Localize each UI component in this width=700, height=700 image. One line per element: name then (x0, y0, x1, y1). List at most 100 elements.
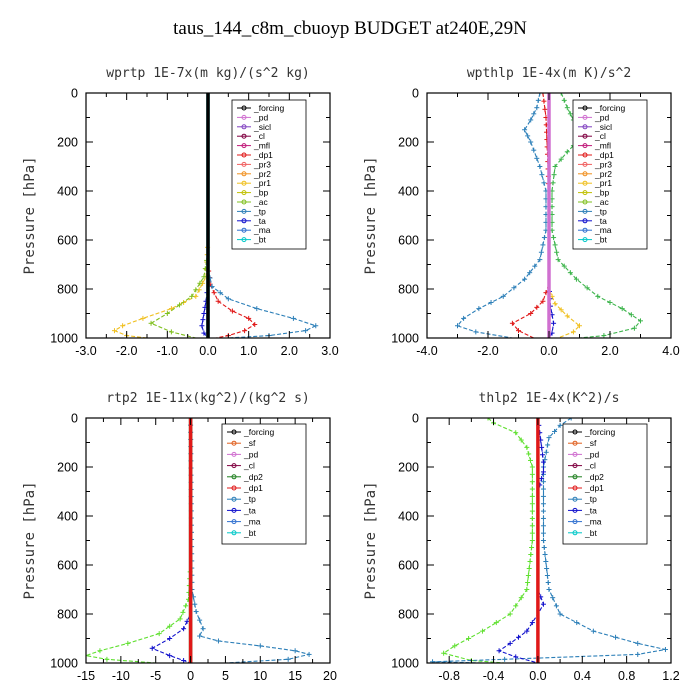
legend-entry: _pr2 (594, 169, 612, 179)
legend-marker (241, 105, 247, 111)
y-tick-label: 400 (57, 510, 78, 524)
legend-marker (582, 190, 588, 196)
page-title: taus_144_c8m_cbuoyp BUDGET at240E,29N (173, 18, 527, 39)
legend-entry: _mfl (594, 141, 611, 151)
x-tick-label: -15 (77, 669, 95, 683)
x-tick-label: 2.0 (281, 344, 298, 358)
legend-entry: _pd (253, 112, 268, 122)
legend-entry: _forcing (253, 103, 285, 113)
legend-entry: _tp (243, 494, 256, 504)
legend-marker (582, 161, 588, 167)
series-group (430, 418, 668, 663)
series-markers (207, 275, 319, 338)
legend-entry: _ta (584, 505, 597, 515)
legend-entry: _sf (584, 438, 597, 448)
series-markers (148, 257, 210, 335)
legend-entry: _forcing (584, 427, 616, 437)
legend-marker (231, 485, 237, 491)
x-tick-label: 5 (222, 669, 229, 683)
x-tick-label: 0.8 (618, 669, 635, 683)
y-tick-label: 0 (71, 412, 78, 426)
legend-entry: _dp1 (253, 150, 273, 160)
panel-title: thlp2 1E-4x(K^2)/s (479, 391, 620, 406)
legend-marker (231, 496, 237, 502)
legend-box (221, 423, 307, 545)
y-tick-label: 200 (57, 136, 78, 150)
x-tick-label: -3.0 (75, 344, 97, 358)
legend-entry: _ta (594, 216, 607, 226)
legend-entry: _ma (253, 225, 271, 235)
legend-entry: _pd (594, 112, 609, 122)
legend-entry: _bt (243, 528, 256, 538)
legend-entry: _tp (594, 206, 607, 216)
y-tick-label: 1000 (391, 332, 419, 346)
x-tick-label: 0.0 (529, 669, 546, 683)
series-markers (455, 93, 549, 335)
series-markers (441, 418, 535, 663)
legend-entry: _dp1 (594, 150, 614, 160)
legend-marker (572, 507, 578, 513)
legend-marker (231, 474, 237, 480)
legend-marker (241, 133, 247, 139)
legend-marker (231, 463, 237, 469)
y-tick-label: 1000 (50, 657, 78, 671)
y-tick-label: 0 (412, 412, 419, 426)
y-tick-label: 200 (398, 461, 419, 475)
series-markers (430, 418, 668, 663)
x-tick-label: 20 (323, 669, 337, 683)
series-markers (149, 618, 190, 663)
legend-marker (582, 208, 588, 214)
y-axis-label: Pressure [hPa] (22, 156, 38, 274)
chart-panel-1: wprtp 1E-7x(m kg)/(s^2 kg) Pressure [hPa]… (22, 66, 339, 358)
legend-entry: _cl (594, 131, 606, 141)
x-tick-label: -4.0 (416, 344, 438, 358)
chart-panel-4: thlp2 1E-4x(K^2)/s Pressure [hPa] -0.8 -0.4… (363, 391, 680, 683)
legend-entry: _dp2 (243, 472, 263, 482)
x-tick-label: 1.0 (240, 344, 257, 358)
y-tick-label: 600 (57, 234, 78, 248)
y-tick-label: 800 (57, 608, 78, 622)
y-tick-label: 800 (398, 283, 419, 297)
y-tick-label: 400 (398, 185, 419, 199)
legend-marker (572, 440, 578, 446)
series-group (111, 93, 319, 338)
legend-entry: _bp (253, 188, 268, 198)
series-group (455, 93, 643, 338)
legend-entry: _pr1 (253, 178, 271, 188)
y-tick-label: 0 (71, 87, 78, 101)
legend-entry: _sf (243, 438, 256, 448)
legend-marker (582, 199, 588, 205)
y-tick-label: 1000 (50, 332, 78, 346)
legend-marker (582, 133, 588, 139)
series-line (149, 93, 209, 338)
legend-entry: _pr2 (253, 169, 271, 179)
legend-entry: _dp1 (243, 483, 263, 493)
x-tick-label: 2.0 (601, 344, 618, 358)
legend-entry: _tp (253, 206, 266, 216)
legend: _forcing_sf_pd _cl_dp2_dp1_tp_ta _ma_bt (221, 423, 307, 545)
legend-marker (572, 451, 578, 457)
legend-entry: _ma (584, 517, 602, 527)
legend-marker (241, 218, 247, 224)
x-tick-label: 15 (288, 669, 302, 683)
panel-title: wpthlp 1E-4x(m K)/s^2 (467, 66, 631, 81)
legend-entry: _pr1 (594, 178, 612, 188)
x-tick-label: 1.2 (662, 669, 679, 683)
x-tick-label: 0.0 (199, 344, 216, 358)
legend-marker (582, 114, 588, 120)
legend-marker (241, 152, 247, 158)
legend-marker (582, 171, 588, 177)
series-line (497, 418, 545, 663)
y-tick-label: 1000 (391, 657, 419, 671)
y-tick-label: 200 (398, 136, 419, 150)
legend-entry: _bt (594, 235, 607, 245)
legend: _forcing_pd_sicl_cl_mfl_dp1_pr3_pr2_pr1_… (572, 99, 648, 250)
legend-marker (241, 114, 247, 120)
y-tick-label: 600 (398, 234, 419, 248)
series-line (456, 93, 547, 338)
legend: _forcing_sf_pd _cl_dp2_dp1_tp_ta _ma_bt (562, 423, 648, 545)
legend-marker (582, 227, 588, 233)
legend-marker (572, 429, 578, 435)
legend-entry: _forcing (594, 103, 626, 113)
